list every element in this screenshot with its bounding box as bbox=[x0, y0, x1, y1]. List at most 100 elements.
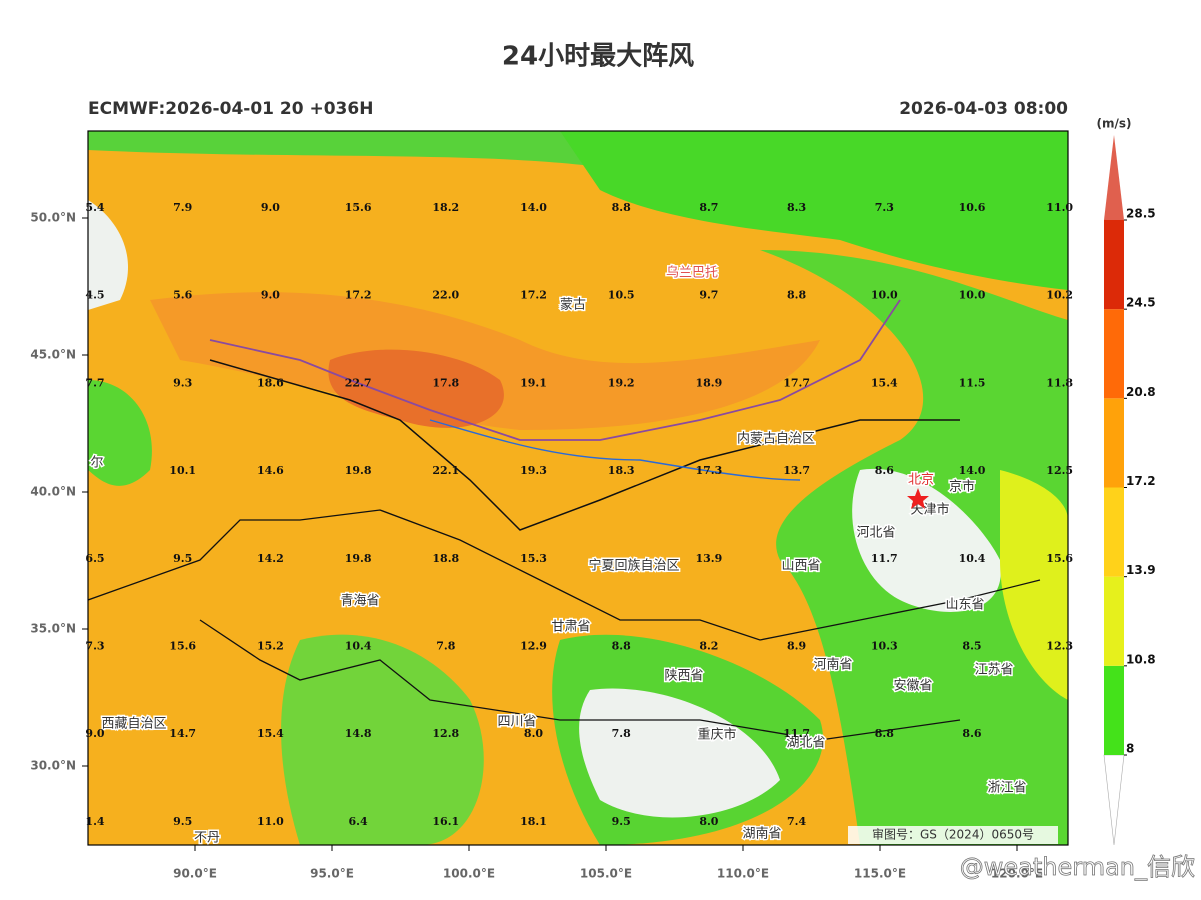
station-value: 8.6 bbox=[962, 727, 981, 740]
colorbar-label: 24.5 bbox=[1126, 296, 1156, 310]
station-value: 15.6 bbox=[169, 640, 196, 653]
station-value: 10.5 bbox=[608, 289, 635, 302]
lon-label: 100.0°E bbox=[443, 867, 495, 881]
station-value: 10.0 bbox=[871, 289, 898, 302]
station-value: 1.4 bbox=[85, 815, 104, 828]
station-value: 8.0 bbox=[699, 815, 718, 828]
station-value: 5.6 bbox=[173, 289, 192, 302]
station-value: 18.6 bbox=[257, 376, 284, 389]
station-value: 19.3 bbox=[520, 464, 547, 477]
colorbar-label: 10.8 bbox=[1126, 652, 1156, 666]
station-value: 9.5 bbox=[173, 815, 192, 828]
colorbar-label: 13.9 bbox=[1126, 563, 1156, 577]
place-label: 陕西省 bbox=[664, 669, 703, 684]
station-value: 5.4 bbox=[85, 201, 104, 214]
station-value: 8.3 bbox=[787, 201, 806, 214]
lat-label: 45.0°N bbox=[30, 348, 76, 362]
place-label: 湖北省 bbox=[786, 736, 825, 751]
station-value: 17.3 bbox=[696, 464, 723, 477]
station-value: 11.7 bbox=[871, 552, 898, 565]
station-value: 6.5 bbox=[85, 552, 104, 565]
place-label: 宁夏回族自治区 bbox=[588, 558, 679, 574]
place-label: 湖南省 bbox=[742, 826, 781, 842]
place-label: 浙江省 bbox=[987, 781, 1026, 796]
station-value: 8.6 bbox=[875, 464, 894, 477]
station-value: 11.5 bbox=[959, 376, 986, 389]
station-value: 14.2 bbox=[257, 552, 284, 565]
station-value: 15.4 bbox=[871, 376, 898, 389]
station-value: 17.2 bbox=[345, 289, 372, 302]
place-label: 蒙古 bbox=[560, 298, 586, 313]
station-value: 9.0 bbox=[261, 289, 280, 302]
station-value: 18.8 bbox=[432, 552, 459, 565]
station-value: 12.8 bbox=[432, 727, 459, 740]
lat-label: 35.0°N bbox=[30, 622, 76, 636]
station-value: 11.7 bbox=[783, 727, 810, 740]
station-value: 13.9 bbox=[696, 552, 723, 565]
station-value: 17.7 bbox=[783, 376, 810, 389]
place-label: 河北省 bbox=[856, 526, 895, 541]
station-value: 15.6 bbox=[345, 201, 372, 214]
colorbar-under bbox=[1103, 754, 1125, 846]
station-value: 8.7 bbox=[699, 201, 718, 214]
colorbar-segment bbox=[1104, 665, 1124, 755]
station-value: 19.1 bbox=[520, 376, 547, 389]
station-value: 15.2 bbox=[257, 640, 284, 653]
station-value: 4.5 bbox=[85, 289, 104, 302]
colorbar-label: 28.5 bbox=[1126, 207, 1156, 221]
station-value: 22.7 bbox=[345, 376, 372, 389]
lon-label: 110.0°E bbox=[717, 867, 769, 881]
place-label: 山西省 bbox=[781, 559, 820, 574]
station-value: 13.7 bbox=[783, 464, 810, 477]
station-value: 8.8 bbox=[612, 640, 631, 653]
station-value: 10.3 bbox=[871, 640, 898, 653]
lat-label: 30.0°N bbox=[30, 759, 76, 773]
station-value: 7.7 bbox=[85, 376, 104, 389]
station-value: 12.5 bbox=[1046, 464, 1073, 477]
station-value: 8.8 bbox=[787, 289, 806, 302]
station-value: 15.3 bbox=[520, 552, 547, 565]
station-value: 10.2 bbox=[1046, 289, 1073, 302]
colorbar-label: 20.8 bbox=[1126, 385, 1156, 399]
station-value: 9.5 bbox=[612, 815, 631, 828]
place-label: 甘肃省 bbox=[551, 620, 590, 635]
station-value: 8.8 bbox=[612, 201, 631, 214]
colorbar-label: 8 bbox=[1126, 742, 1134, 756]
station-value: 7.3 bbox=[875, 201, 894, 214]
station-value: 19.8 bbox=[345, 464, 372, 477]
station-value: 16.1 bbox=[432, 815, 459, 828]
station-value: 19.2 bbox=[608, 376, 635, 389]
colorbar-segment bbox=[1104, 220, 1124, 310]
station-value: 8.8 bbox=[875, 727, 894, 740]
place-label: 河南省 bbox=[813, 657, 852, 673]
place-label: 西藏自治区 bbox=[101, 717, 166, 732]
station-value: 11.0 bbox=[257, 815, 284, 828]
place-label: 安徽省 bbox=[893, 679, 932, 694]
colorbar-segment bbox=[1104, 398, 1124, 488]
station-value: 9.0 bbox=[261, 201, 280, 214]
lon-label: 115.0°E bbox=[854, 867, 906, 881]
lat-label: 40.0°N bbox=[30, 485, 76, 499]
place-label: 江苏省 bbox=[974, 662, 1013, 678]
station-value: 18.9 bbox=[696, 376, 723, 389]
station-value: 19.8 bbox=[345, 552, 372, 565]
station-value: 8.2 bbox=[699, 640, 718, 653]
place-label: 重庆市 bbox=[697, 727, 736, 743]
station-value: 12.3 bbox=[1046, 640, 1073, 653]
valid-time: 2026-04-03 08:00 bbox=[899, 99, 1068, 119]
station-value: 11.8 bbox=[1046, 376, 1073, 389]
place-label: 尔 bbox=[90, 456, 103, 471]
colorbar-segment bbox=[1104, 309, 1124, 399]
station-value: 7.9 bbox=[173, 201, 192, 214]
station-value: 7.3 bbox=[85, 640, 104, 653]
lat-label: 50.0°N bbox=[30, 211, 76, 225]
station-value: 10.4 bbox=[345, 640, 372, 653]
lon-label: 120.0°E bbox=[991, 867, 1043, 881]
station-value: 10.4 bbox=[959, 552, 986, 565]
station-value: 8.9 bbox=[787, 640, 806, 653]
title: 24小时最大阵风 bbox=[502, 42, 694, 72]
station-value: 14.7 bbox=[169, 727, 196, 740]
place-label: 京市 bbox=[949, 479, 975, 495]
station-value: 17.8 bbox=[432, 376, 459, 389]
